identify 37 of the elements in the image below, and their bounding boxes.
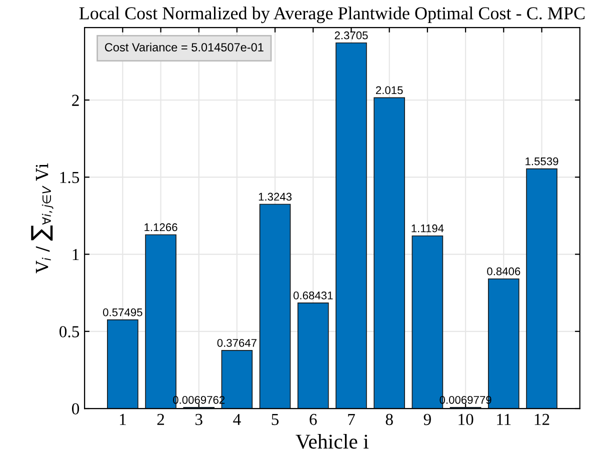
- bar: [107, 319, 138, 409]
- annotation: Cost Variance = 5.014507e-01: [104, 42, 264, 52]
- data-label: 1.3243: [258, 192, 292, 201]
- y-tick-label: 2: [72, 94, 79, 106]
- x-tick-label: 8: [386, 414, 393, 426]
- data-label: 1.1266: [144, 223, 178, 232]
- y-axis-title: V$_{i}$ / ∑$_{∀i,j∈V}$ Vi: [31, 164, 54, 274]
- x-tick-label: 3: [195, 414, 202, 426]
- bar: [336, 42, 367, 409]
- data-label: 0.8406: [487, 267, 520, 276]
- data-label: 0.68431: [294, 292, 333, 300]
- chart-title: Local Cost Normalized by Average Plantwide Optimal Cost - C. MPC: [79, 6, 585, 24]
- bar: [526, 168, 558, 409]
- data-label: 1.1194: [412, 224, 444, 232]
- data-label: 2.3705: [334, 31, 368, 40]
- x-tick-label: 4: [233, 414, 241, 425]
- x-tick-label: 11: [497, 414, 511, 425]
- x-tick-label: 5: [272, 414, 279, 426]
- bar: [374, 97, 406, 409]
- x-tick-label: 1: [120, 414, 126, 425]
- bar: [297, 302, 329, 409]
- x-tick-label: 7: [348, 414, 355, 425]
- data-label: 1.5539: [526, 157, 558, 166]
- y-tick-label: 1: [72, 249, 79, 260]
- data-label: 2.015: [376, 86, 403, 94]
- x-axis-title: Vehicle i: [296, 434, 369, 449]
- data-label: 0.57495: [103, 308, 142, 316]
- y-tick-label: 0: [72, 403, 80, 414]
- x-tick-label: 2: [157, 414, 164, 425]
- x-tick-label: 10: [458, 414, 474, 426]
- data-label: 0.37647: [217, 338, 256, 347]
- x-tick-label: 6: [310, 414, 317, 426]
- x-tick-label: 12: [534, 414, 550, 425]
- y-tick-label: 0.5: [60, 326, 80, 338]
- bar: [259, 204, 291, 409]
- y-tick-label: 1.5: [60, 172, 80, 184]
- x-tick-label: 9: [424, 414, 431, 426]
